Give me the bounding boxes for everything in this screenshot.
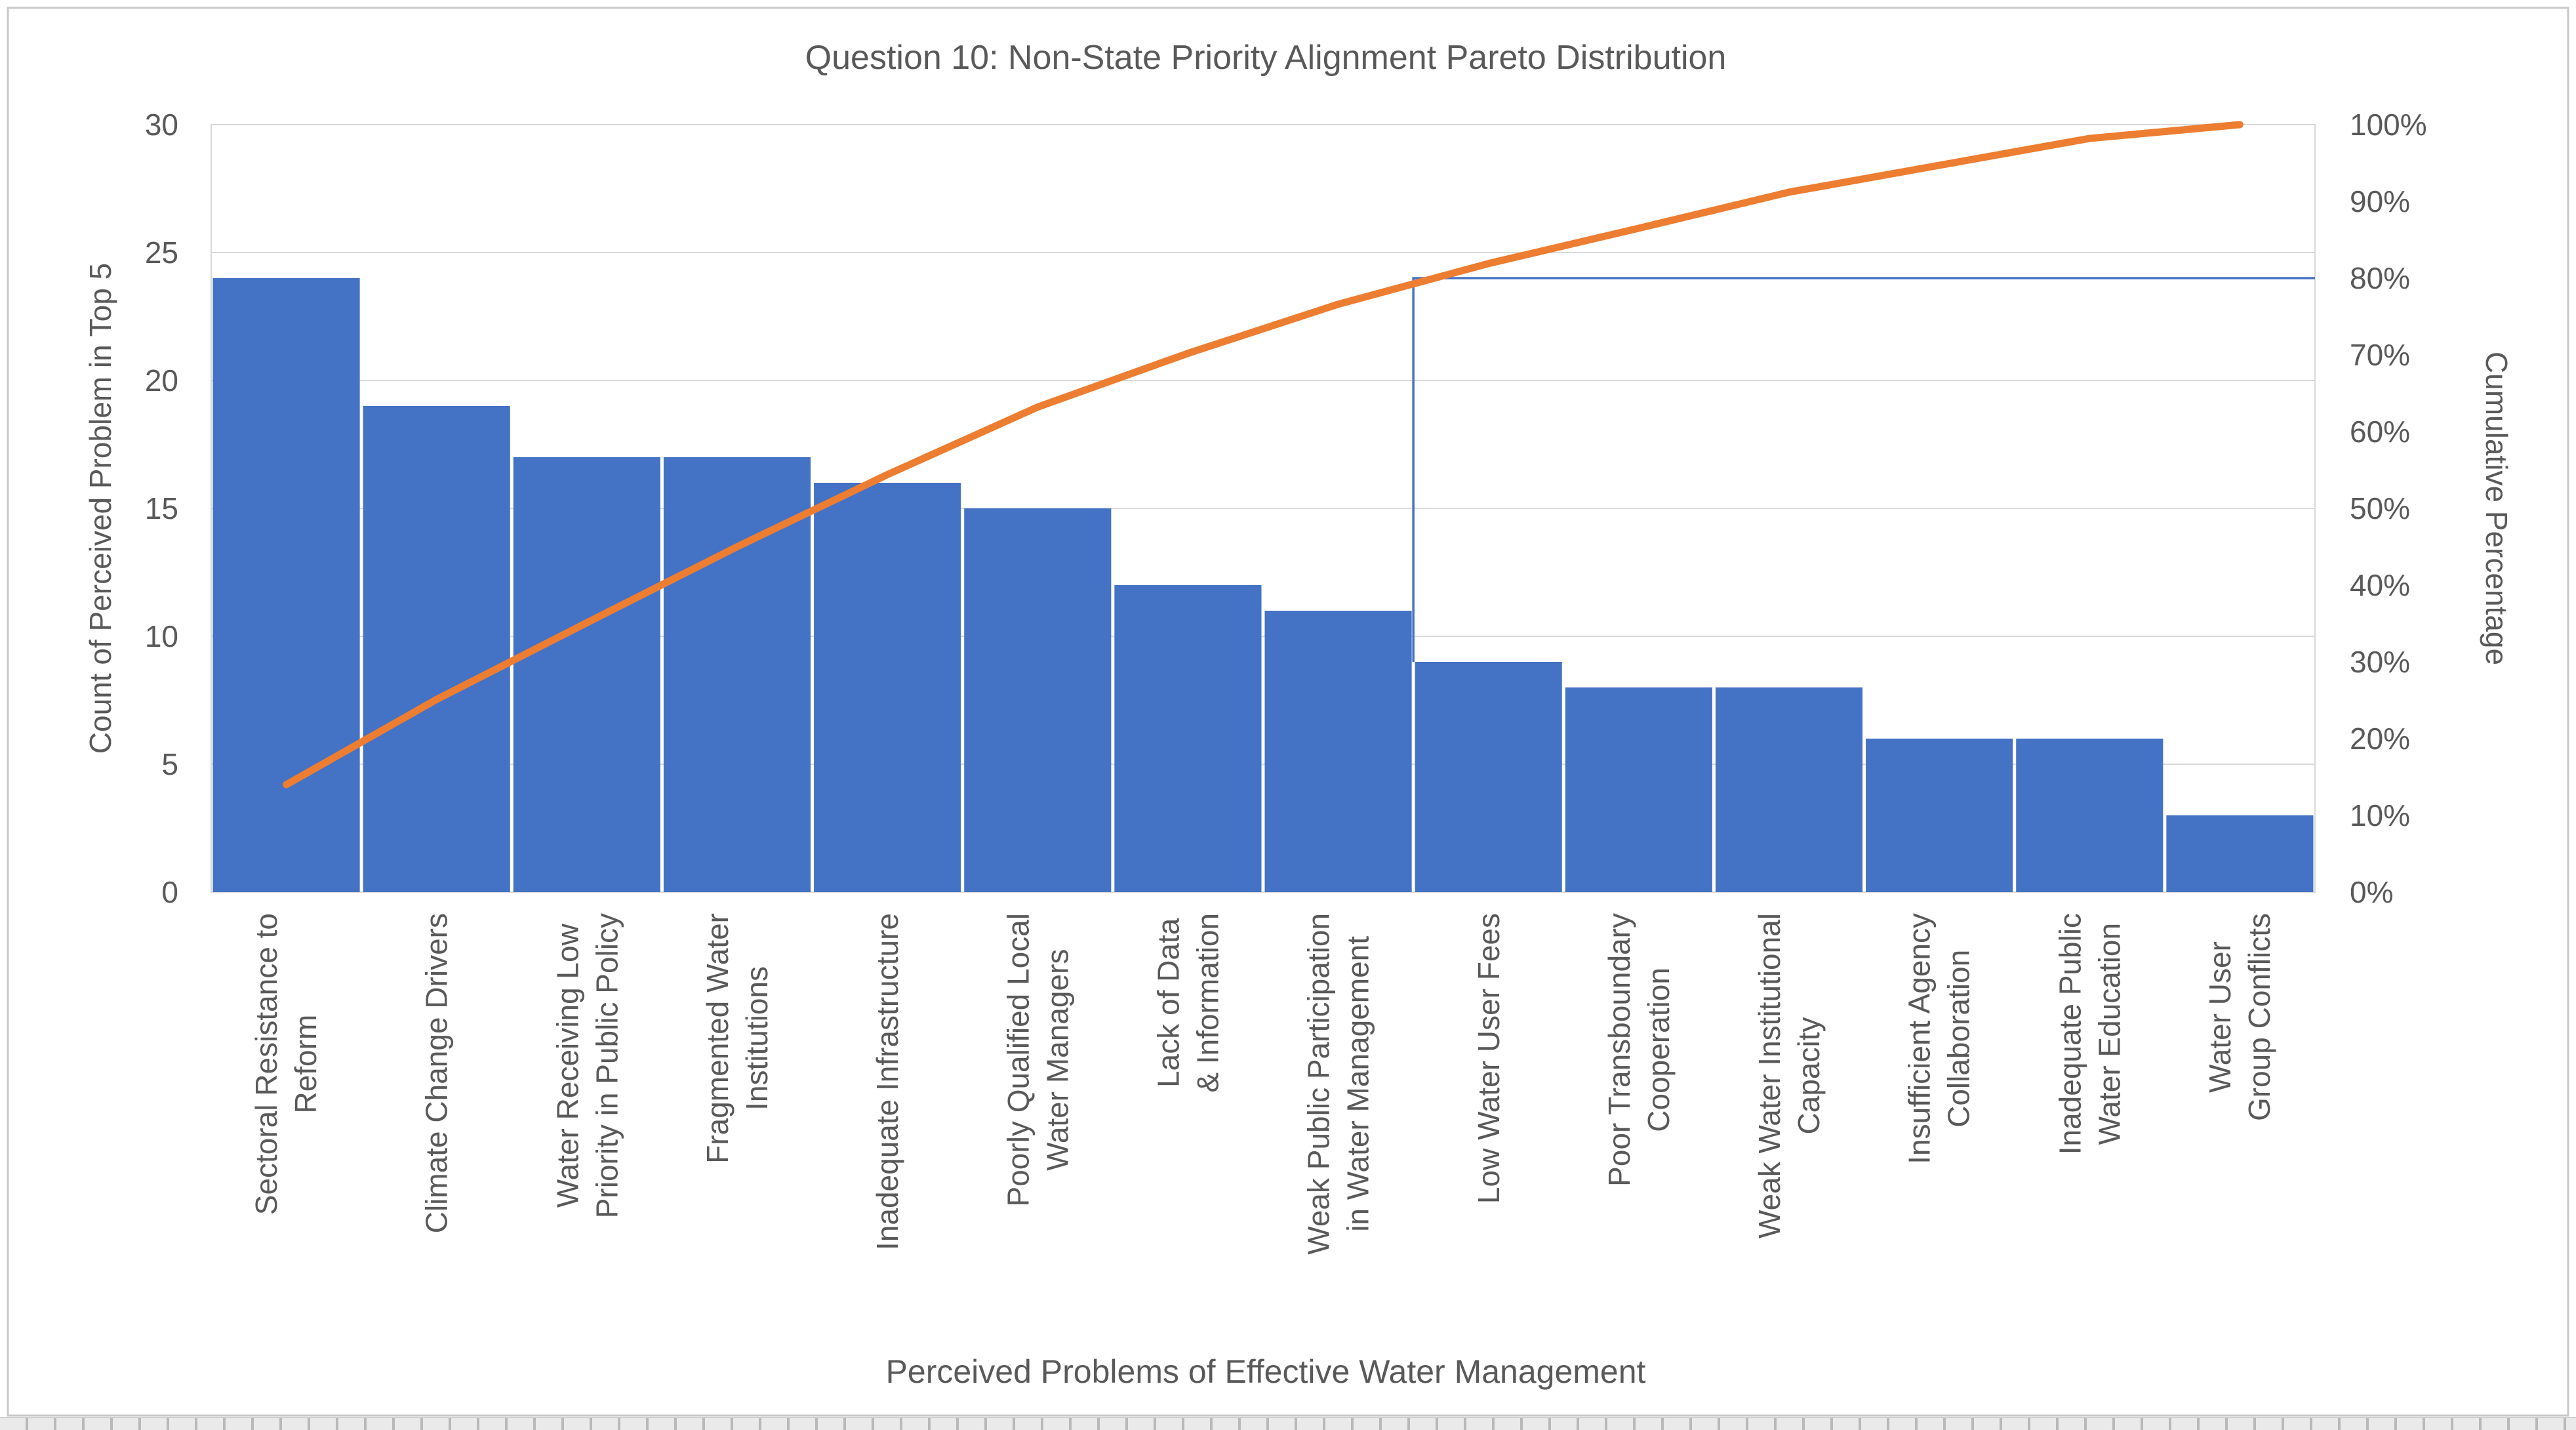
bar-10[interactable] (1565, 687, 1712, 892)
bar-2[interactable] (363, 406, 510, 892)
category-label: Inadequate Infrastructure (870, 913, 905, 1250)
y-right-tick: 0% (2350, 875, 2394, 909)
y-left-tick: 30 (144, 108, 178, 142)
y-right-tick: 60% (2350, 415, 2411, 449)
bar-1[interactable] (212, 278, 360, 892)
y-left-tick: 0 (161, 875, 178, 909)
category-label: Low Water User Fees (1471, 913, 1506, 1204)
category-label: Poorly Qualified Local Water Managers (1001, 913, 1075, 1207)
bar-5[interactable] (814, 483, 961, 892)
reference-line-80pct[interactable] (1412, 277, 2315, 662)
y-right-tick: 70% (2350, 338, 2411, 372)
x-axis-title: Perceived Problems of Effective Water Ma… (885, 1353, 1646, 1390)
bar-12[interactable] (1866, 739, 2013, 892)
right-axis-title: Cumulative Percentage (2480, 351, 2514, 666)
y-right-tick: 40% (2350, 568, 2411, 602)
y-left-tick: 5 (161, 747, 178, 781)
y-right-tick: 30% (2350, 645, 2411, 679)
category-label: Climate Change Drivers (419, 913, 454, 1234)
category-label: Insufficient Agency Collaboration (1902, 913, 1977, 1164)
category-label: Poor Transboundary Cooperation (1601, 913, 1676, 1187)
y-left-tick: 10 (144, 619, 178, 653)
y-right-tick: 80% (2350, 261, 2411, 295)
chart-title: Question 10: Non-State Priority Alignmen… (805, 39, 1727, 77)
bar-8[interactable] (1264, 611, 1412, 892)
bar-6[interactable] (964, 508, 1112, 892)
category-label: Inadequate Public Water Education (2053, 913, 2127, 1155)
worksheet-edge-strip (0, 1417, 2576, 1430)
chart-border (7, 7, 2569, 1417)
y-right-tick: 90% (2350, 184, 2411, 218)
bar-3[interactable] (513, 457, 660, 892)
cumulative-line[interactable] (283, 121, 2244, 788)
y-right-tick: 20% (2350, 722, 2411, 756)
y-right-tick: 10% (2350, 798, 2411, 832)
bar-4[interactable] (663, 457, 811, 892)
category-label: Fragmented Water Institutions (700, 913, 774, 1164)
category-label: Sectoral Resistance to Reform (249, 913, 323, 1216)
category-label: Weak Public Participation in Water Manag… (1301, 913, 1375, 1255)
plot-border (211, 124, 2316, 893)
y-left-tick: 20 (144, 363, 178, 398)
y-right-tick: 100% (2350, 108, 2427, 142)
category-label: Lack of Data & Information (1151, 913, 1225, 1093)
bar-11[interactable] (1715, 687, 1863, 892)
y-right-tick: 50% (2350, 491, 2411, 525)
category-label: Water Receiving Low Priority in Public P… (550, 913, 624, 1219)
bar-9[interactable] (1415, 662, 1562, 892)
category-label: Weak Water Institutional Capacity (1752, 913, 1826, 1238)
bar-13[interactable] (2016, 739, 2163, 892)
y-left-tick: 25 (144, 235, 178, 270)
bar-7[interactable] (1114, 585, 1262, 892)
category-label: Water User Group Conflicts (2203, 913, 2277, 1122)
y-left-tick: 15 (144, 491, 178, 525)
bar-14[interactable] (2166, 815, 2314, 892)
